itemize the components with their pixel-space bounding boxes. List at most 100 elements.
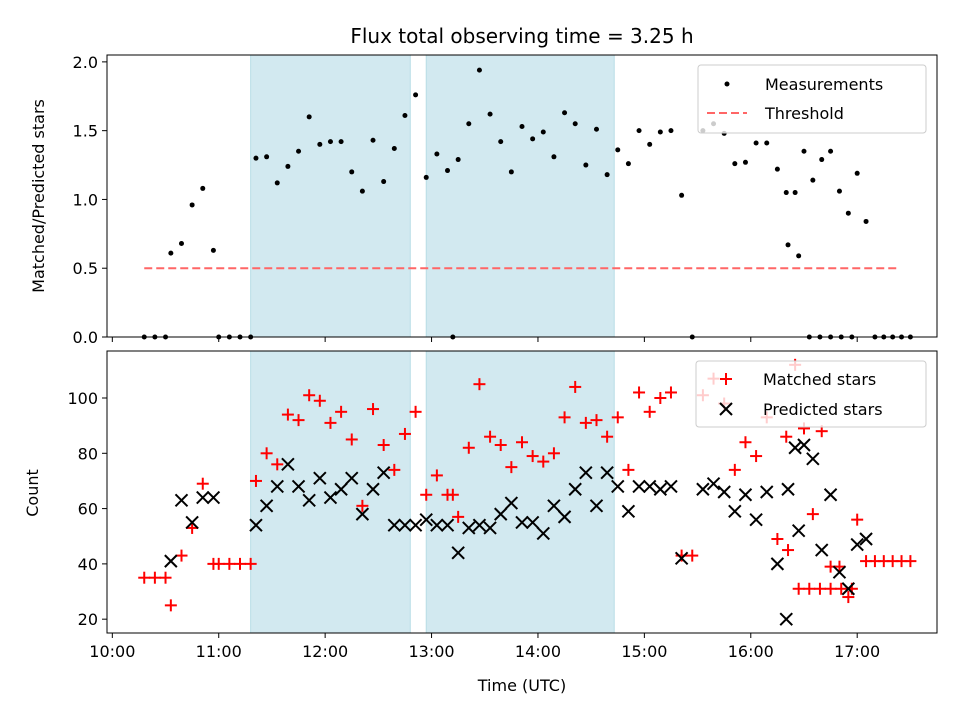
legend-matched-marker xyxy=(720,373,732,385)
measurement-point xyxy=(189,202,195,208)
measurement-point xyxy=(264,154,270,160)
predicted-star-point xyxy=(749,512,763,527)
predicted-star-point xyxy=(525,515,540,530)
measurement-point xyxy=(774,166,780,172)
measurement-point xyxy=(498,139,504,145)
matched-star-point xyxy=(806,508,819,521)
bottom-y-ticks: 20 40 60 80 100 xyxy=(67,389,107,629)
bottom-xtick-label: 14:00 xyxy=(515,642,561,661)
matched-star-point xyxy=(175,549,188,562)
measurement-point xyxy=(487,111,493,117)
top-y-ticks: 0.0 0.5 1.0 1.5 2.0 xyxy=(73,53,107,347)
legend-measurements-label: Measurements xyxy=(765,75,883,94)
predicted-star-point xyxy=(841,582,856,596)
x-axis-label: Time (UTC) xyxy=(477,676,566,695)
matched-star-point xyxy=(196,477,209,490)
bottom-x-ticks: 10:00 11:00 12:00 13:00 14:00 15:00 16:00 17:00 xyxy=(89,633,880,661)
predicted-star-point xyxy=(323,490,338,505)
predicted-star-point xyxy=(728,504,742,519)
predicted-star-point xyxy=(164,554,178,568)
measurement-point xyxy=(583,162,589,168)
matched-star-point xyxy=(223,557,236,570)
predicted-star-point xyxy=(366,482,380,496)
predicted-star-point xyxy=(815,543,829,557)
predicted-star-point xyxy=(249,518,263,532)
predicted-star-point xyxy=(174,493,189,508)
predicted-star-point xyxy=(185,515,199,530)
top-ytick-label: 1.5 xyxy=(73,122,98,141)
legend-matched-label: Matched stars xyxy=(763,370,876,389)
matched-star-point xyxy=(835,582,848,595)
measurement-point xyxy=(508,169,514,175)
predicted-star-point xyxy=(483,521,497,535)
predicted-star-point xyxy=(419,512,433,527)
top-shaded-interval-2 xyxy=(425,54,615,338)
measurement-point xyxy=(253,155,259,161)
measurement-point xyxy=(306,114,312,120)
top-ytick-label: 0.5 xyxy=(73,259,98,278)
predicted-star-point xyxy=(642,479,657,494)
measurement-point xyxy=(863,218,869,224)
matched-star-point xyxy=(622,463,635,476)
bottom-panel: 20 40 60 80 100 10:00 11:00 12:00 13:00 14:00 15:… xyxy=(23,350,938,695)
matched-star-point xyxy=(281,408,294,421)
matched-star-point xyxy=(579,416,592,429)
matched-star-point xyxy=(420,488,433,501)
predicted-star-point xyxy=(462,521,476,535)
predicted-star-point xyxy=(472,518,487,532)
measurement-point xyxy=(819,157,825,163)
measurement-point xyxy=(317,141,323,147)
matched-star-point xyxy=(271,458,284,471)
measurement-point xyxy=(370,137,376,143)
bottom-ytick-label: 100 xyxy=(67,389,98,408)
measurement-point xyxy=(636,128,642,134)
top-ytick-label: 0.0 xyxy=(73,328,98,347)
bottom-xtick-label: 13:00 xyxy=(408,642,454,661)
matched-star-point xyxy=(611,411,624,424)
bottom-legend: Matched stars Predicted stars xyxy=(695,360,927,428)
predicted-star-point xyxy=(270,479,284,494)
predicted-star-point xyxy=(345,471,359,485)
predicted-star-point xyxy=(408,518,423,532)
bottom-shaded-interval-2 xyxy=(425,350,615,634)
bottom-legend-box xyxy=(695,360,927,428)
measurement-point xyxy=(625,161,631,167)
measurement-point xyxy=(423,174,429,180)
predicted-star-point xyxy=(440,518,455,532)
predicted-star-point xyxy=(611,479,625,494)
measurement-point xyxy=(792,190,798,196)
matched-star-point xyxy=(739,436,752,449)
measurement-point xyxy=(801,148,807,154)
predicted-star-point xyxy=(674,551,689,566)
legend-threshold-label: Threshold xyxy=(764,104,844,123)
measurement-point xyxy=(551,154,557,160)
bottom-xtick-label: 15:00 xyxy=(621,642,667,661)
legend-predicted-marker xyxy=(719,402,733,416)
matched-star-point xyxy=(367,403,380,416)
matched-star-point xyxy=(590,414,603,427)
measurement-point xyxy=(845,210,851,216)
measurement-point xyxy=(296,148,302,154)
top-axes-frame xyxy=(106,54,938,338)
matched-star-point xyxy=(159,571,172,584)
bottom-xtick-label: 12:00 xyxy=(302,642,348,661)
measurement-point xyxy=(210,247,216,253)
matched-star-point xyxy=(164,599,177,612)
matched-star-point xyxy=(473,378,486,391)
matched-star-point xyxy=(335,405,348,418)
measurement-point xyxy=(732,161,738,167)
measurement-point xyxy=(593,126,599,132)
measurement-point xyxy=(764,140,770,146)
predicted-star-point xyxy=(589,499,604,513)
bottom-y-axis-label: Count xyxy=(23,469,42,517)
predicted-star-point xyxy=(832,565,847,579)
predicted-star-point xyxy=(738,488,753,502)
predicted-star-point xyxy=(196,490,210,505)
predicted-star-point xyxy=(806,452,820,466)
bottom-ytick-label: 80 xyxy=(78,444,98,463)
legend-predicted-label: Predicted stars xyxy=(763,400,883,419)
measurement-point xyxy=(742,159,748,165)
matched-star-point xyxy=(675,549,688,562)
predicted-star-point xyxy=(334,482,348,496)
matched-star-point xyxy=(377,439,390,451)
